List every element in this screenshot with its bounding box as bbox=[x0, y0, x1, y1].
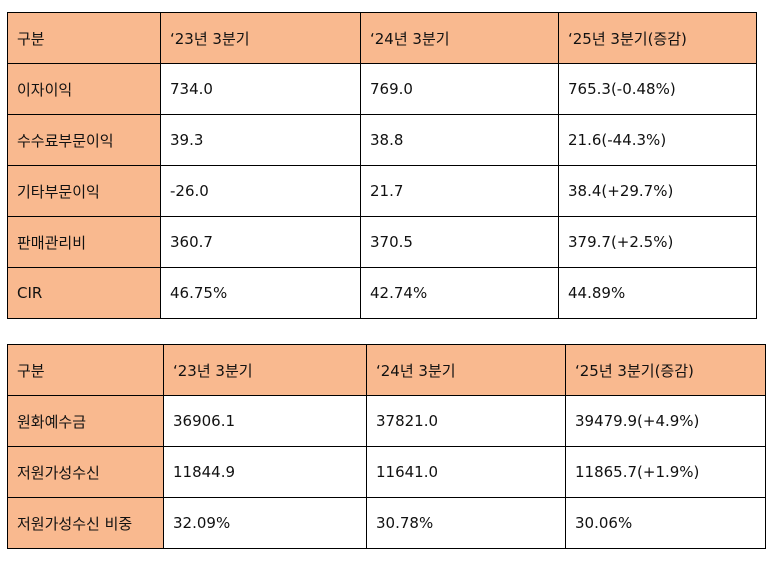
row-label: CIR bbox=[7, 267, 161, 319]
cell: 370.5 bbox=[360, 216, 559, 268]
header-cell: 구분 bbox=[7, 12, 161, 64]
header-cell: ‘23년 3분기 bbox=[163, 344, 367, 396]
cell: 44.89% bbox=[558, 267, 757, 319]
data-row: 기타부문이익 -26.0 21.7 38.4(+29.7%) bbox=[7, 165, 757, 217]
cell: 11641.0 bbox=[366, 446, 566, 498]
cell: 21.7 bbox=[360, 165, 559, 217]
cell: 37821.0 bbox=[366, 395, 566, 447]
header-cell: ‘23년 3분기 bbox=[160, 12, 361, 64]
cell: 36906.1 bbox=[163, 395, 367, 447]
cell: 734.0 bbox=[160, 63, 361, 115]
data-row: 원화예수금 36906.1 37821.0 39479.9(+4.9%) bbox=[7, 395, 766, 447]
data-row: CIR 46.75% 42.74% 44.89% bbox=[7, 267, 757, 319]
row-label: 저원가성수신 비중 bbox=[7, 497, 164, 549]
cell: 769.0 bbox=[360, 63, 559, 115]
row-label: 판매관리비 bbox=[7, 216, 161, 268]
data-row: 저원가성수신 11844.9 11641.0 11865.7(+1.9%) bbox=[7, 446, 766, 498]
cell: 42.74% bbox=[360, 267, 559, 319]
cell: 21.6(-44.3%) bbox=[558, 114, 757, 166]
cell: -26.0 bbox=[160, 165, 361, 217]
cell: 11865.7(+1.9%) bbox=[565, 446, 766, 498]
cell: 765.3(-0.48%) bbox=[558, 63, 757, 115]
header-cell: 구분 bbox=[7, 344, 164, 396]
row-label: 저원가성수신 bbox=[7, 446, 164, 498]
header-cell: ‘24년 3분기 bbox=[360, 12, 559, 64]
deposit-table: 구분 ‘23년 3분기 ‘24년 3분기 ‘25년 3분기(증감) 원화예수금 36906… bbox=[7, 344, 766, 549]
header-cell: ‘24년 3분기 bbox=[366, 344, 566, 396]
row-label: 원화예수금 bbox=[7, 395, 164, 447]
cell: 46.75% bbox=[160, 267, 361, 319]
cell: 30.78% bbox=[366, 497, 566, 549]
header-cell: ‘25년 3분기(증감) bbox=[558, 12, 757, 64]
cell: 360.7 bbox=[160, 216, 361, 268]
header-row: 구분 ‘23년 3분기 ‘24년 3분기 ‘25년 3분기(증감) bbox=[7, 344, 766, 396]
row-label: 이자이익 bbox=[7, 63, 161, 115]
cell: 379.7(+2.5%) bbox=[558, 216, 757, 268]
row-label: 기타부문이익 bbox=[7, 165, 161, 217]
data-row: 이자이익 734.0 769.0 765.3(-0.48%) bbox=[7, 63, 757, 115]
income-table: 구분 ‘23년 3분기 ‘24년 3분기 ‘25년 3분기(증감) 이자이익 734.0 7… bbox=[7, 12, 757, 319]
cell: 38.8 bbox=[360, 114, 559, 166]
cell: 32.09% bbox=[163, 497, 367, 549]
data-row: 수수료부문이익 39.3 38.8 21.6(-44.3%) bbox=[7, 114, 757, 166]
cell: 11844.9 bbox=[163, 446, 367, 498]
header-row: 구분 ‘23년 3분기 ‘24년 3분기 ‘25년 3분기(증감) bbox=[7, 12, 757, 64]
data-row: 저원가성수신 비중 32.09% 30.78% 30.06% bbox=[7, 497, 766, 549]
cell: 30.06% bbox=[565, 497, 766, 549]
cell: 38.4(+29.7%) bbox=[558, 165, 757, 217]
row-label: 수수료부문이익 bbox=[7, 114, 161, 166]
header-cell: ‘25년 3분기(증감) bbox=[565, 344, 766, 396]
cell: 39479.9(+4.9%) bbox=[565, 395, 766, 447]
data-row: 판매관리비 360.7 370.5 379.7(+2.5%) bbox=[7, 216, 757, 268]
cell: 39.3 bbox=[160, 114, 361, 166]
